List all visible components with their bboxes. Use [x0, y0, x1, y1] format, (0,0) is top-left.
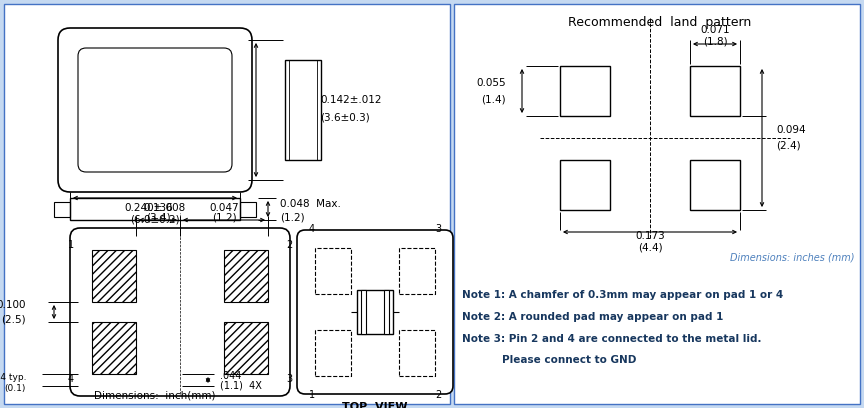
- Text: 3: 3: [435, 224, 441, 234]
- Bar: [224, 250, 268, 302]
- Bar: [92, 250, 136, 302]
- Bar: [690, 66, 740, 116]
- Bar: [289, 60, 317, 160]
- Text: (3.6±0.3): (3.6±0.3): [320, 113, 370, 123]
- Bar: [315, 248, 351, 294]
- Text: 1: 1: [309, 390, 315, 400]
- Text: (2.4): (2.4): [776, 141, 801, 151]
- Text: Please connect to GND: Please connect to GND: [502, 355, 637, 365]
- FancyBboxPatch shape: [78, 48, 232, 172]
- Bar: [560, 160, 610, 210]
- Bar: [285, 60, 321, 160]
- Text: 0.173: 0.173: [635, 231, 665, 241]
- Text: 0.048  Max.: 0.048 Max.: [280, 199, 341, 209]
- Bar: [454, 4, 860, 404]
- Bar: [4, 4, 450, 404]
- Text: (1.2): (1.2): [212, 213, 237, 223]
- Text: 3: 3: [286, 374, 292, 384]
- Bar: [54, 202, 70, 217]
- Bar: [240, 202, 256, 217]
- Bar: [70, 198, 240, 220]
- Text: (4.4): (4.4): [638, 242, 663, 252]
- Bar: [357, 290, 393, 334]
- FancyBboxPatch shape: [297, 230, 453, 394]
- Text: 1: 1: [68, 240, 74, 250]
- Text: 4: 4: [68, 374, 74, 384]
- Text: 0.136: 0.136: [143, 203, 173, 213]
- Text: (1.8): (1.8): [702, 36, 727, 46]
- Text: Note 2: A rounded pad may appear on pad 1: Note 2: A rounded pad may appear on pad …: [462, 312, 723, 322]
- Text: 0.071: 0.071: [700, 25, 730, 35]
- Text: 0.055: 0.055: [476, 78, 506, 88]
- Text: (1.2): (1.2): [280, 212, 305, 222]
- Text: TOP  VIEW: TOP VIEW: [342, 402, 408, 408]
- Text: Dimensions:  inch(mm): Dimensions: inch(mm): [94, 390, 216, 400]
- Text: (2.5): (2.5): [2, 314, 26, 324]
- Text: (1.4): (1.4): [481, 94, 506, 104]
- Text: Note 1: A chamfer of 0.3mm may appear on pad 1 or 4: Note 1: A chamfer of 0.3mm may appear on…: [462, 290, 784, 300]
- Text: 0.240±.008: 0.240±.008: [124, 203, 186, 213]
- Bar: [92, 322, 136, 374]
- Bar: [560, 66, 610, 116]
- Text: Dimensions: inches (mm): Dimensions: inches (mm): [730, 253, 855, 263]
- Text: 2: 2: [435, 390, 441, 400]
- Text: (1.1)  4X: (1.1) 4X: [220, 381, 262, 391]
- Text: 0.142±.012: 0.142±.012: [320, 95, 382, 105]
- Text: 0.047: 0.047: [209, 203, 238, 213]
- FancyBboxPatch shape: [70, 228, 290, 396]
- Bar: [361, 290, 366, 334]
- Text: .044: .044: [220, 371, 241, 381]
- Text: (6.0±0.2): (6.0±0.2): [130, 215, 180, 225]
- FancyBboxPatch shape: [58, 28, 252, 192]
- Text: 2: 2: [286, 240, 292, 250]
- Text: 0.094: 0.094: [776, 125, 805, 135]
- Text: 0.100: 0.100: [0, 300, 26, 310]
- Bar: [315, 330, 351, 376]
- Text: (0.1): (0.1): [4, 384, 26, 393]
- Text: 4: 4: [309, 224, 315, 234]
- Text: .004 typ.: .004 typ.: [0, 373, 26, 383]
- Bar: [384, 290, 389, 334]
- Bar: [399, 248, 435, 294]
- Text: (3.4): (3.4): [146, 213, 170, 223]
- Text: Recommended  land  pattern: Recommended land pattern: [569, 16, 752, 29]
- Bar: [690, 160, 740, 210]
- Text: Note 3: Pin 2 and 4 are connected to the metal lid.: Note 3: Pin 2 and 4 are connected to the…: [462, 334, 761, 344]
- Bar: [224, 322, 268, 374]
- Bar: [399, 330, 435, 376]
